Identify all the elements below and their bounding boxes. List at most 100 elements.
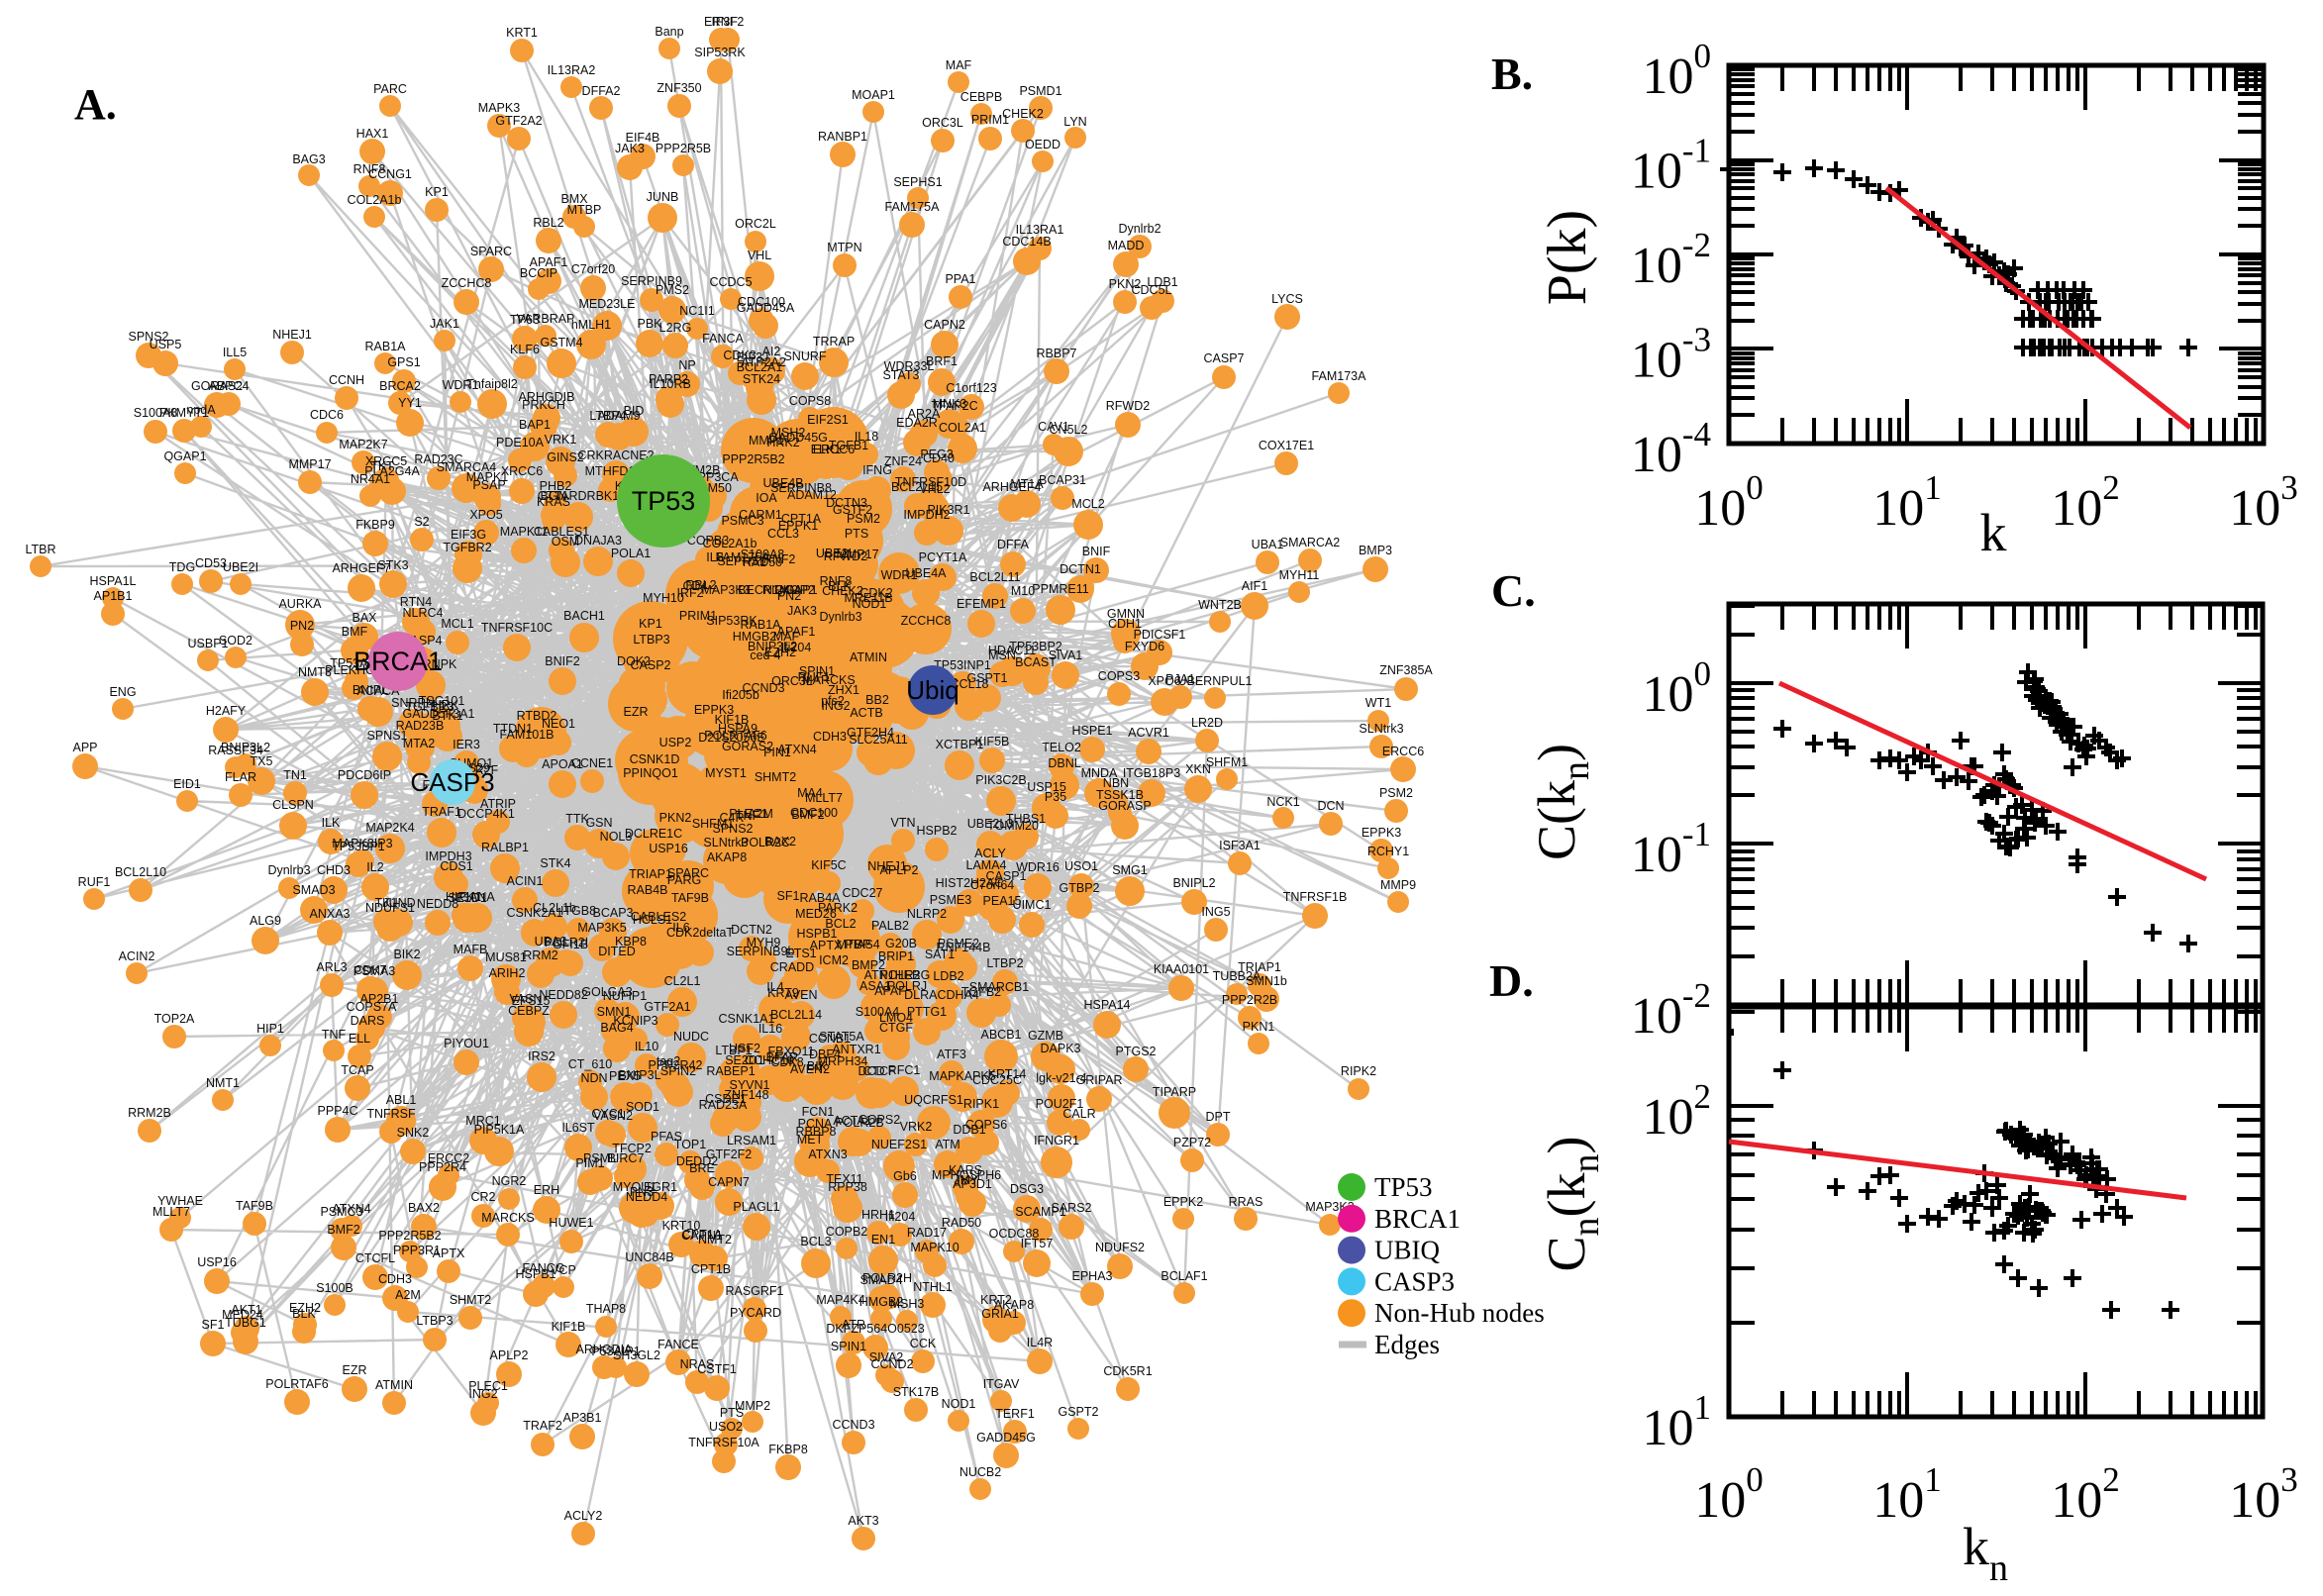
svg-text:IL13RA1: IL13RA1 bbox=[1016, 223, 1064, 237]
svg-text:IL18: IL18 bbox=[855, 430, 878, 444]
svg-text:STK17B: STK17B bbox=[893, 1385, 940, 1399]
svg-text:SPIN1: SPIN1 bbox=[799, 664, 835, 678]
svg-text:MYST1: MYST1 bbox=[705, 766, 747, 780]
svg-text:G20B: G20B bbox=[885, 937, 917, 950]
svg-text:USO2: USO2 bbox=[709, 1420, 743, 1434]
svg-text:IL13RA2: IL13RA2 bbox=[548, 63, 596, 77]
svg-text:SCAMP1: SCAMP1 bbox=[1015, 1205, 1065, 1219]
svg-text:DCLRE1C: DCLRE1C bbox=[625, 827, 682, 841]
svg-text:DNAJA3: DNAJA3 bbox=[574, 534, 622, 548]
svg-text:COPS2: COPS2 bbox=[858, 1113, 900, 1127]
svg-text:DDB1: DDB1 bbox=[953, 1123, 985, 1137]
svg-text:GADD45G: GADD45G bbox=[976, 1431, 1036, 1445]
svg-text:XCTBP1: XCTBP1 bbox=[936, 738, 984, 751]
svg-text:SERPINB9b: SERPINB9b bbox=[727, 945, 795, 958]
svg-text:SNK2: SNK2 bbox=[397, 1126, 430, 1140]
svg-text:BTK1: BTK1 bbox=[432, 709, 462, 723]
svg-text:ZNF148: ZNF148 bbox=[724, 1088, 768, 1102]
svg-text:PPP4C: PPP4C bbox=[318, 1104, 358, 1118]
svg-text:USF2: USF2 bbox=[729, 1042, 760, 1055]
svg-text:ORC3L: ORC3L bbox=[771, 674, 813, 688]
svg-text:NMT3: NMT3 bbox=[298, 665, 332, 679]
svg-text:TTK: TTK bbox=[565, 812, 589, 826]
svg-text:PSME2: PSME2 bbox=[938, 937, 979, 950]
svg-text:BMP3: BMP3 bbox=[1359, 544, 1392, 557]
svg-text:TRIAP1: TRIAP1 bbox=[629, 867, 672, 881]
svg-text:AVEN2: AVEN2 bbox=[790, 1062, 830, 1076]
svg-text:COL2A1b: COL2A1b bbox=[703, 537, 758, 550]
svg-text:TNF: TNF bbox=[736, 809, 760, 823]
svg-text:UBE4B: UBE4B bbox=[763, 476, 804, 490]
svg-text:ATF3: ATF3 bbox=[937, 1047, 966, 1061]
svg-text:WT1: WT1 bbox=[1365, 696, 1391, 710]
svg-text:Ifi204: Ifi204 bbox=[781, 641, 812, 654]
svg-text:BAP1: BAP1 bbox=[519, 418, 551, 432]
svg-text:HRK: HRK bbox=[433, 698, 459, 712]
svg-text:PLEC1: PLEC1 bbox=[729, 807, 768, 821]
svg-text:RABEP1: RABEP1 bbox=[706, 1064, 755, 1078]
svg-text:AR2A: AR2A bbox=[908, 407, 941, 421]
svg-text:MNDA: MNDA bbox=[1081, 766, 1118, 780]
svg-text:MUS81: MUS81 bbox=[485, 950, 527, 964]
svg-text:CSNK1A1: CSNK1A1 bbox=[719, 1012, 775, 1026]
svg-text:TGFBR3: TGFBR3 bbox=[405, 700, 454, 714]
svg-text:EIF3G: EIF3G bbox=[451, 528, 486, 542]
svg-text:HDAC11: HDAC11 bbox=[988, 644, 1036, 657]
svg-text:NBN: NBN bbox=[1103, 776, 1129, 790]
svg-text:KIF5B: KIF5B bbox=[975, 735, 1010, 748]
svg-text:MSH3: MSH3 bbox=[890, 1297, 925, 1311]
svg-text:IL2: IL2 bbox=[366, 860, 383, 874]
svg-text:MPHOSPH6: MPHOSPH6 bbox=[932, 1168, 1001, 1182]
svg-text:RRAS: RRAS bbox=[1229, 1195, 1263, 1209]
svg-text:ZNF24: ZNF24 bbox=[884, 454, 922, 468]
svg-text:LTBP3: LTBP3 bbox=[633, 633, 669, 647]
svg-text:CCNE1: CCNE1 bbox=[571, 756, 613, 770]
svg-text:PZP72: PZP72 bbox=[1173, 1136, 1211, 1149]
svg-text:SHFM1: SHFM1 bbox=[692, 817, 734, 831]
svg-text:YWHAE: YWHAE bbox=[157, 1194, 203, 1208]
svg-text:ARL3: ARL3 bbox=[316, 960, 347, 974]
svg-text:USP16: USP16 bbox=[649, 842, 688, 855]
svg-text:BCAP31: BCAP31 bbox=[1039, 473, 1086, 487]
svg-text:101: 101 bbox=[1872, 1460, 1942, 1529]
svg-text:DCCP4K1: DCCP4K1 bbox=[457, 807, 515, 821]
svg-text:CDS1: CDS1 bbox=[440, 859, 472, 873]
svg-text:D.: D. bbox=[1489, 955, 1534, 1006]
svg-text:CALR: CALR bbox=[1062, 1107, 1095, 1121]
svg-text:IL16: IL16 bbox=[758, 1022, 782, 1036]
svg-text:CASP7: CASP7 bbox=[1204, 351, 1245, 365]
svg-text:POLA1: POLA1 bbox=[611, 547, 651, 560]
svg-text:ILK: ILK bbox=[322, 816, 341, 830]
svg-text:NDUFS1: NDUFS1 bbox=[365, 901, 415, 915]
svg-text:POLR2C: POLR2C bbox=[741, 836, 790, 849]
svg-text:POU2F1: POU2F1 bbox=[1036, 1097, 1084, 1111]
svg-text:ARHGDIB: ARHGDIB bbox=[519, 390, 575, 404]
svg-text:BCLAF1: BCLAF1 bbox=[1161, 1269, 1207, 1283]
svg-text:ZNF350: ZNF350 bbox=[656, 81, 701, 95]
svg-text:TTDN1: TTDN1 bbox=[493, 722, 533, 736]
svg-text:SMAD3: SMAD3 bbox=[292, 883, 335, 897]
svg-text:CHD3: CHD3 bbox=[317, 863, 351, 877]
svg-text:KLF6: KLF6 bbox=[510, 343, 540, 356]
svg-text:BRCA1: BRCA1 bbox=[354, 647, 443, 676]
svg-text:PPINQO1: PPINQO1 bbox=[623, 766, 678, 780]
svg-text:FANCG: FANCG bbox=[522, 1261, 564, 1275]
svg-text:PALB2: PALB2 bbox=[871, 919, 909, 933]
svg-text:PARK2: PARK2 bbox=[818, 901, 858, 915]
svg-text:ABCB1: ABCB1 bbox=[981, 1028, 1022, 1042]
svg-text:APAF1: APAF1 bbox=[777, 625, 816, 639]
svg-text:SMN1: SMN1 bbox=[597, 1005, 632, 1019]
svg-text:MAFB: MAFB bbox=[454, 943, 488, 956]
svg-text:MLLT7: MLLT7 bbox=[805, 791, 843, 805]
svg-text:ERCC6: ERCC6 bbox=[813, 443, 855, 456]
svg-text:MTHFD1: MTHFD1 bbox=[585, 464, 636, 478]
svg-text:CASP2: CASP2 bbox=[631, 658, 671, 672]
svg-text:PSM2: PSM2 bbox=[847, 512, 880, 526]
svg-text:JAK3: JAK3 bbox=[615, 142, 645, 155]
svg-text:IL4R: IL4R bbox=[1027, 1336, 1053, 1349]
svg-text:GSPT1: GSPT1 bbox=[967, 671, 1008, 685]
svg-text:ACTA1: ACTA1 bbox=[833, 1114, 871, 1128]
svg-text:GORASP: GORASP bbox=[1098, 799, 1152, 813]
svg-text:RAD23A: RAD23A bbox=[699, 1098, 748, 1112]
svg-text:ILL5: ILL5 bbox=[223, 346, 247, 359]
